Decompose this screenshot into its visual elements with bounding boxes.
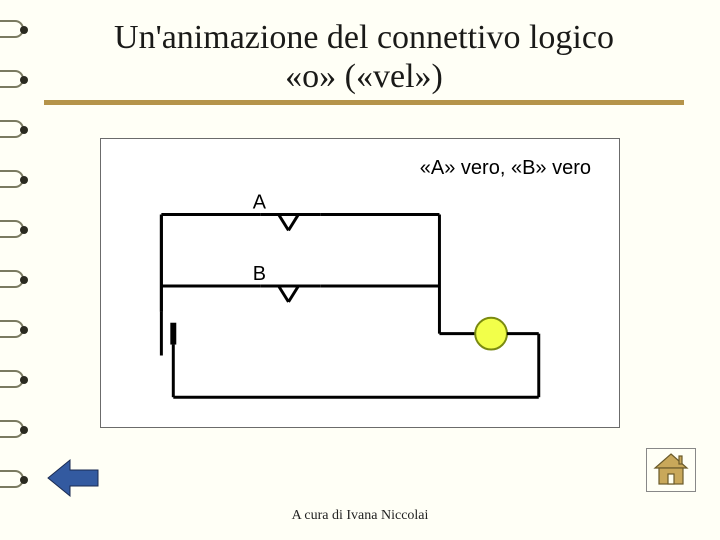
svg-text:A: A — [253, 192, 267, 214]
title-line-1: Un'animazione del connettivo logico — [114, 19, 614, 56]
diagram-canvas: «A» vero, «B» vero AB — [100, 138, 620, 428]
title-underline — [44, 98, 684, 102]
svg-text:B: B — [253, 263, 266, 285]
home-icon — [651, 452, 691, 488]
circuit-diagram: AB — [101, 139, 619, 427]
home-button[interactable] — [646, 448, 696, 492]
back-button[interactable] — [46, 456, 100, 500]
title-line-2: «o» («vel») — [285, 58, 443, 95]
back-arrow-icon — [46, 456, 100, 500]
slide-title: Un'animazione del connettivo logico «o» … — [24, 18, 704, 102]
footer-credit: A cura di Ivana Niccolai — [0, 508, 720, 524]
